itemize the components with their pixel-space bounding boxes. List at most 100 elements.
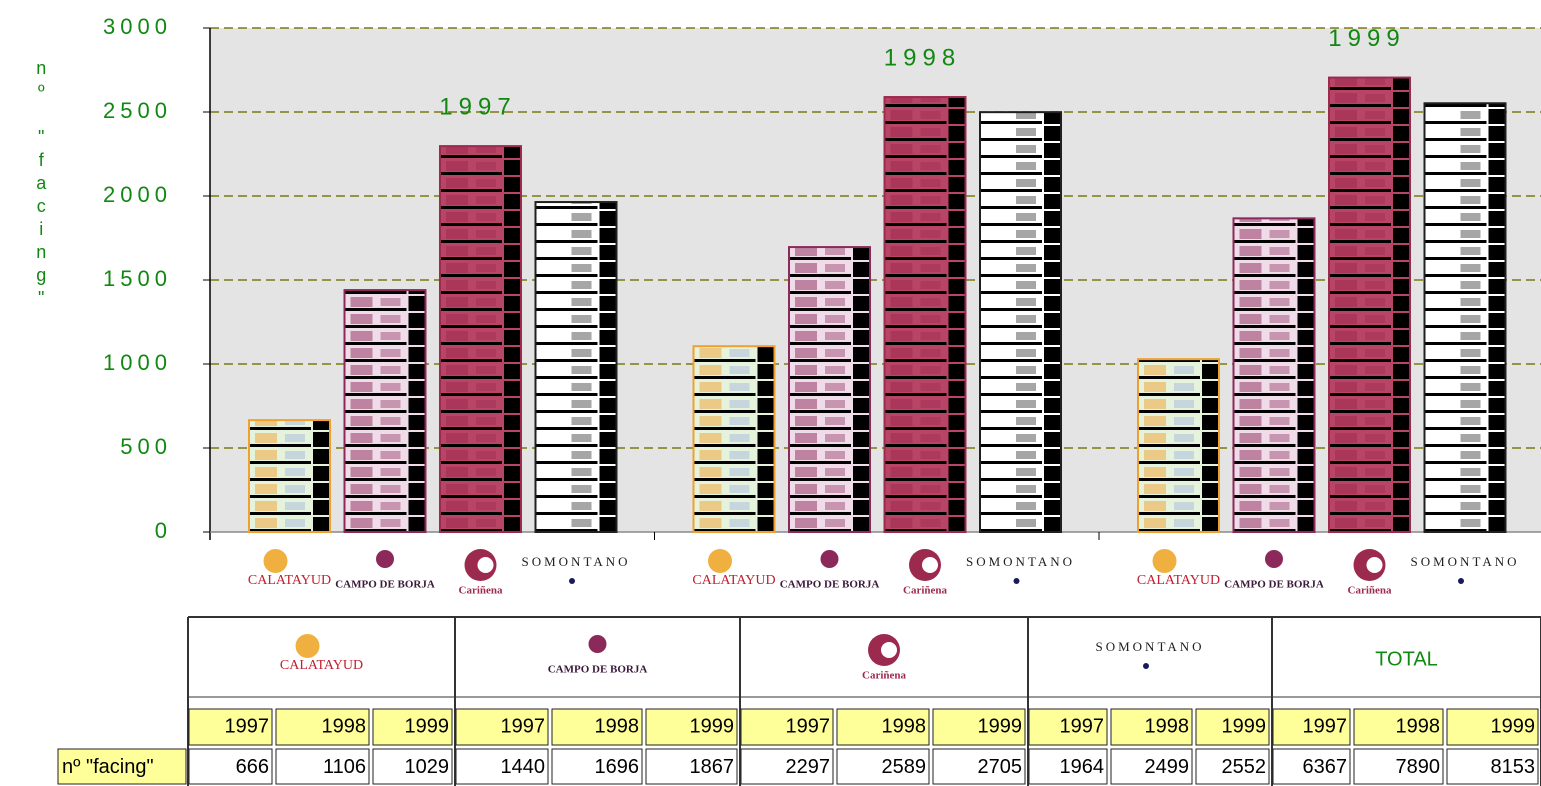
bar [536, 202, 617, 532]
logo-icon [708, 549, 732, 573]
bar [345, 290, 426, 532]
logo: CAMPO DE BORJA [780, 550, 880, 591]
logo: SOMONTANO [1095, 639, 1204, 669]
table-value: 2705 [978, 756, 1023, 778]
bar [1234, 218, 1315, 532]
series-name: SOMONTANO [1095, 639, 1204, 654]
year-label: 1999 [978, 715, 1023, 737]
logo: Cariñena [903, 549, 948, 597]
logo: CALATAYUD [280, 634, 363, 673]
bar [249, 420, 330, 532]
y-tick-label: 500 [120, 434, 172, 459]
table-value: 1106 [323, 756, 366, 778]
year-label: 1997 [1060, 715, 1105, 737]
y-tick-label: 2500 [103, 98, 172, 123]
logo: CAMPO DE BORJA [1224, 550, 1324, 591]
group-label: 1997 [439, 93, 516, 120]
logo-icon [922, 557, 938, 573]
series-name: CAMPO DE BORJA [780, 579, 880, 591]
series-name: CALATAYUD [1137, 573, 1220, 588]
series-name: CAMPO DE BORJA [335, 579, 435, 591]
year-label: 1998 [1145, 715, 1190, 737]
logo-icon [296, 634, 320, 658]
year-label: 1999 [690, 715, 735, 737]
bar [1425, 103, 1506, 532]
group-label: 1998 [884, 44, 961, 71]
year-label: 1997 [501, 715, 546, 737]
year-label: 1999 [405, 715, 450, 737]
logo: CALATAYUD [248, 549, 331, 588]
table-value: 2297 [786, 756, 831, 778]
y-tick-label: 1500 [103, 266, 172, 291]
series-name: CALATAYUD [280, 658, 363, 673]
logo-icon [264, 549, 288, 573]
logo: CAMPO DE BORJA [548, 635, 648, 676]
logo-icon [1367, 557, 1383, 573]
series-name: Cariñena [1348, 585, 1393, 597]
logo: CALATAYUD [1137, 549, 1220, 588]
y-tick-label: 0 [155, 518, 172, 543]
year-label: 1999 [1222, 715, 1267, 737]
series-name: CALATAYUD [692, 573, 775, 588]
logo-icon [569, 578, 575, 584]
table-value: 1029 [405, 756, 450, 778]
bar [885, 97, 966, 532]
logo: Cariñena [459, 549, 504, 597]
table-value: 2499 [1145, 756, 1190, 778]
logo-icon [589, 635, 607, 653]
year-label: 1998 [1396, 715, 1441, 737]
group-label: 1999 [1328, 25, 1405, 52]
table-value: 1440 [501, 756, 546, 778]
series-name: Cariñena [862, 670, 907, 682]
series-name: Cariñena [903, 585, 948, 597]
y-tick-label: 3000 [103, 14, 172, 39]
logo: Cariñena [862, 634, 907, 682]
chart: nº "facing" 0 500 1000 1500 2000 2500 3000 CALA… [0, 0, 1541, 786]
bar [694, 346, 775, 532]
series-name: SOMONTANO [521, 554, 630, 569]
table-value: 2552 [1222, 756, 1267, 778]
table-value: 2589 [882, 756, 927, 778]
series-name: CAMPO DE BORJA [548, 664, 648, 676]
series-name: SOMONTANO [1410, 554, 1519, 569]
y-tick-label: 2000 [103, 182, 172, 207]
total-header: TOTAL [1375, 648, 1438, 670]
logo-icon [1458, 578, 1464, 584]
series-name: CAMPO DE BORJA [1224, 579, 1324, 591]
bar [440, 146, 521, 532]
year-label: 1997 [225, 715, 270, 737]
logo-icon [1265, 550, 1283, 568]
table-value: 1964 [1060, 756, 1105, 778]
logo-icon [1143, 663, 1149, 669]
logo: SOMONTANO [1410, 554, 1519, 584]
logo: CALATAYUD [692, 549, 775, 588]
series-name: CALATAYUD [248, 573, 331, 588]
bar [1329, 78, 1410, 532]
table-value: 8153 [1491, 756, 1536, 778]
bar [789, 247, 870, 532]
bar [1138, 359, 1219, 532]
year-label: 1997 [1303, 715, 1348, 737]
series-name: SOMONTANO [966, 554, 1075, 569]
y-tick-label: 1000 [103, 350, 172, 375]
logo-icon [1153, 549, 1177, 573]
logo-icon [1014, 578, 1020, 584]
logo-icon [881, 642, 897, 658]
table-value: 1867 [690, 756, 735, 778]
logo: Cariñena [1348, 549, 1393, 597]
table-value: 7890 [1396, 756, 1441, 778]
year-label: 1998 [595, 715, 640, 737]
table-value: 1696 [595, 756, 640, 778]
year-label: 1997 [786, 715, 831, 737]
bar [980, 112, 1061, 532]
logo-icon [376, 550, 394, 568]
series-name: Cariñena [459, 585, 504, 597]
table-value: 666 [236, 756, 269, 778]
logo-icon [821, 550, 839, 568]
logo: SOMONTANO [521, 554, 630, 584]
year-label: 1998 [882, 715, 927, 737]
logo: CAMPO DE BORJA [335, 550, 435, 591]
logo: SOMONTANO [966, 554, 1075, 584]
y-axis-label: nº "facing" [31, 58, 51, 311]
logo-icon [478, 557, 494, 573]
